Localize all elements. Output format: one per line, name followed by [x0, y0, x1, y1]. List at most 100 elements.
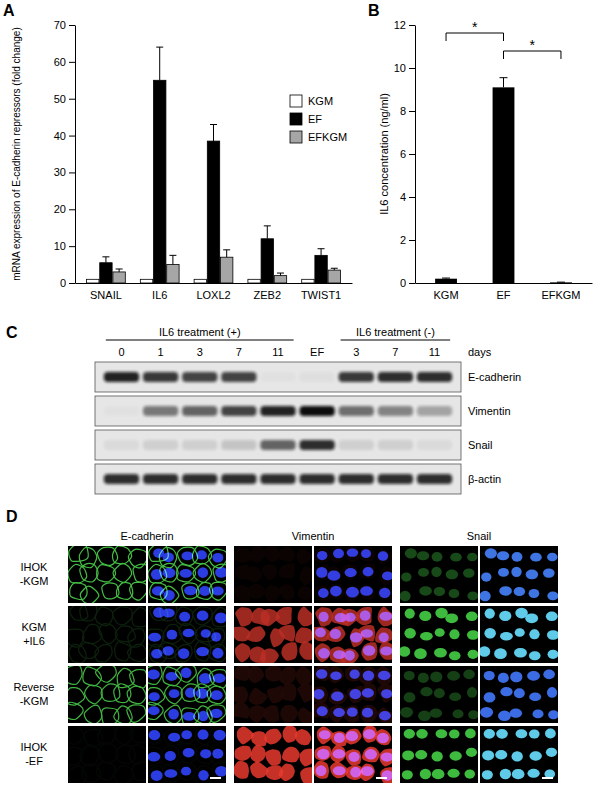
tick-label: 2: [400, 234, 406, 246]
membrane-stain: [163, 624, 182, 643]
nucleus: [500, 632, 513, 640]
nuclear-stain: [449, 589, 460, 598]
membrane-stain: [160, 746, 179, 766]
membrane-stain: [116, 745, 136, 763]
blot-band: [339, 440, 374, 450]
cytoplasm-stain: [378, 586, 392, 600]
panel-letter: B: [368, 2, 380, 19]
nuclear-stain: [449, 651, 461, 660]
row-label: Snail: [468, 439, 492, 451]
blot-band: [143, 372, 178, 382]
error-bar-stem: [213, 125, 214, 142]
nucleus: [184, 586, 197, 595]
nuclear-stain: [484, 671, 495, 680]
tick: 50: [54, 93, 75, 105]
nuclear-stain: [484, 628, 495, 639]
error-bar-stem: [503, 78, 504, 88]
error-bar: [277, 273, 284, 276]
membrane-stain: [127, 686, 146, 704]
cytoplasm-stain: [344, 729, 362, 745]
micrograph: [68, 606, 146, 663]
channel-signal: [480, 608, 558, 660]
legend-swatch: [290, 113, 302, 125]
lane-label: 3: [197, 346, 203, 358]
blot-row: [95, 396, 461, 426]
panel-letter: C: [6, 324, 18, 341]
tick-label: IL6: [152, 289, 167, 301]
channel-signal: [314, 726, 392, 783]
x-axis: KGMEFEFKGM: [416, 284, 593, 301]
bar: [315, 255, 327, 283]
nucleus: [529, 651, 541, 660]
blot-band: [378, 406, 413, 416]
nucleus: [497, 551, 509, 560]
membrane-stain: [175, 645, 192, 662]
membrane-stain: [149, 546, 169, 561]
tick: 8: [400, 105, 415, 117]
legend: KGMEFEFKGM: [290, 95, 347, 143]
nuclear-stain: [430, 672, 442, 683]
nucleus: [181, 551, 193, 560]
nucleus: [212, 586, 224, 595]
significance-label: *: [472, 19, 478, 35]
nuclear-stain: [532, 709, 543, 718]
nucleus: [547, 553, 557, 562]
nucleus: [527, 769, 539, 778]
tick-mark: [69, 246, 75, 247]
bar: [140, 279, 152, 283]
tick-mark: [69, 136, 75, 137]
nuclear-stain: [546, 611, 558, 621]
blot-band: [143, 474, 178, 484]
membrane-stain: [209, 745, 226, 764]
membrane-stain: [127, 705, 146, 722]
nucleus: [527, 671, 540, 681]
nuclei: [480, 548, 558, 601]
nuclear-stain: [498, 568, 509, 577]
membrane-stain: [114, 706, 132, 723]
channel-signal: [234, 546, 312, 602]
group-label: IL6 treatment (+): [159, 326, 241, 338]
nuclear-stain: [450, 553, 462, 562]
nucleus: [197, 611, 209, 621]
row-label: Reverse-KGM: [14, 681, 55, 707]
membrane-stain: [80, 746, 99, 766]
row-label: β-actin: [468, 473, 501, 485]
blot-band: [182, 406, 217, 416]
membrane-stain: [130, 726, 146, 743]
nucleus: [484, 692, 496, 702]
micrograph-background: [480, 606, 558, 663]
cytoplasm-stain: [251, 745, 266, 763]
blot-background: [95, 362, 461, 392]
row-label-line: -KGM: [20, 575, 49, 587]
nuclear-stain: [529, 729, 540, 738]
cytoplasm-stain: [314, 548, 332, 562]
nucleus: [180, 569, 192, 578]
nucleus: [482, 770, 493, 779]
blot-background: [95, 464, 461, 494]
nucleus: [148, 669, 160, 679]
row-label: E-cadherin: [468, 371, 521, 383]
membrane-stain: [70, 606, 88, 620]
nucleus: [148, 706, 160, 715]
error-bar-cap: [318, 248, 325, 249]
nucleus: [181, 767, 191, 776]
nuclear-stain: [463, 568, 475, 577]
nucleus: [532, 709, 543, 718]
blot-band: [417, 372, 452, 382]
tick-mark: [69, 25, 75, 26]
nuclear-stain: [525, 613, 538, 623]
nuclear-stain: [495, 750, 507, 759]
tick-label: 8: [400, 105, 406, 117]
nuclei: [482, 729, 557, 780]
nucleus: [499, 611, 511, 621]
tick-label: 60: [54, 56, 66, 68]
nuclear-stain: [432, 552, 443, 562]
tick: 20: [54, 203, 75, 215]
bar: [302, 279, 314, 283]
blot-band: [221, 474, 256, 484]
lane-label: 0: [118, 346, 124, 358]
blot-band: [417, 406, 452, 416]
nuclear-stain: [484, 729, 495, 739]
membrane-stain: [130, 670, 146, 688]
cytoplasm-stain: [300, 566, 312, 585]
